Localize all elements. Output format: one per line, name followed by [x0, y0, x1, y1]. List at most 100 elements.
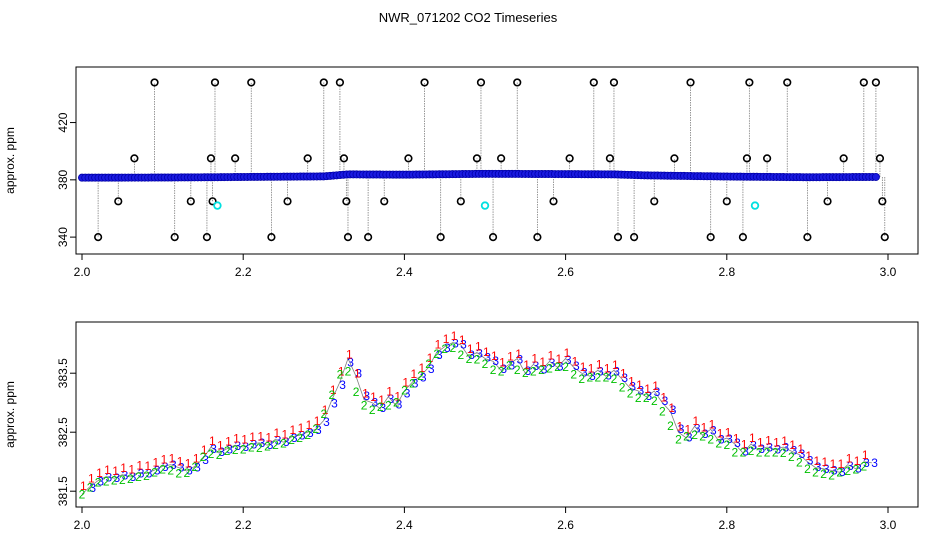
series-1-point: 1 [330, 383, 337, 397]
series-2-point: 2 [353, 385, 360, 399]
series-3-point: 3 [307, 426, 314, 440]
series-1-point: 1 [136, 459, 143, 473]
series-1-point: 1 [467, 342, 474, 356]
outlier-points [94, 78, 889, 242]
y-axis: 340 380 420 [56, 112, 76, 247]
series-1-point: 1 [596, 357, 603, 371]
series-3-point: 3 [396, 397, 403, 411]
series-2-point: 2 [466, 352, 473, 366]
series-2-point: 2 [369, 403, 376, 417]
series-1-point: 1 [709, 417, 716, 431]
series-3-point: 3 [871, 456, 878, 470]
outlier-point [364, 233, 373, 242]
series-1-point: 1 [217, 438, 224, 452]
spike-lines [97, 82, 886, 238]
series-3-point: 3 [742, 445, 749, 459]
series-3-point: 3 [807, 454, 814, 468]
outlier-point [380, 197, 389, 206]
series-1-point: 1 [281, 428, 288, 442]
series-2-point: 2 [659, 404, 666, 418]
series-1-point: 1 [177, 454, 184, 468]
plot-area: 12 312 312 312 312 312 312 312 312 312 312 312 312 31… [79, 329, 879, 501]
series-2-point: 2 [861, 459, 868, 473]
y-axis-label: approx. ppm [3, 381, 17, 448]
plot-frame [75, 321, 919, 508]
y-axis: 381.5 382.5 383.5 [56, 358, 76, 506]
series-2-point: 2 [764, 446, 771, 460]
series-2-point: 2 [151, 465, 158, 479]
series-3-point: 3 [371, 395, 378, 409]
series-3-point: 3 [758, 442, 765, 456]
x-tick-label: 2.2 [235, 265, 252, 279]
outlier-point [210, 78, 220, 87]
series-3-point: 3 [194, 460, 201, 474]
flagged-point [480, 201, 490, 210]
series-1-point: 1 [846, 452, 853, 466]
series-3-point: 3 [436, 348, 443, 362]
series-2-point: 2 [264, 439, 271, 453]
series-1-point: 1 [789, 438, 796, 452]
series-3-point: 3 [138, 466, 145, 480]
series-2-point: 2 [732, 446, 739, 460]
outlier-point [303, 154, 312, 163]
series-1-point: 1 [459, 333, 466, 347]
series-2-point: 2 [804, 462, 811, 476]
outlier-point [513, 78, 522, 87]
outlier-point [283, 197, 292, 206]
series-2-point: 2 [514, 363, 521, 377]
series-3-point: 3 [517, 353, 524, 367]
series-3-point: 3 [613, 364, 620, 378]
x-tick-label: 2.2 [235, 518, 252, 532]
series-2-point: 2 [522, 366, 529, 380]
series-1-point: 1 [741, 438, 748, 452]
series-1-point: 1 [830, 457, 837, 471]
series-3-point: 3 [549, 356, 556, 370]
series-1-point: 1 [628, 375, 635, 389]
series-2-point: 2 [417, 369, 424, 383]
x-tick-label: 2.0 [74, 518, 91, 532]
y-tick-label: 383.5 [56, 358, 70, 388]
series-2-point: 2 [578, 372, 585, 386]
series-3-point: 3 [388, 392, 395, 406]
series-2-point: 2 [216, 448, 223, 462]
series-3-point: 3 [774, 443, 781, 457]
series-2-point: 2 [772, 446, 779, 460]
series-3-point: 3 [670, 403, 677, 417]
series-3-point: 3 [97, 475, 104, 489]
series-1-point: 1 [652, 379, 659, 393]
outlier-point [267, 233, 276, 242]
series-3-point: 3 [251, 438, 258, 452]
series-3-point: 3 [783, 441, 790, 455]
series-2-point: 2 [175, 467, 182, 481]
series-1-point: 1 [298, 421, 305, 435]
series-1-point: 1 [644, 382, 651, 396]
x-tick-label: 2.4 [396, 518, 413, 532]
series-2-point: 2 [546, 362, 553, 376]
plot-frame [75, 66, 919, 255]
baseline-points [78, 169, 880, 182]
series-1-point: 1 [813, 454, 820, 468]
x-tick-label: 2.4 [396, 265, 413, 279]
series-3-point: 3 [452, 336, 459, 350]
series-3-point: 3 [694, 421, 701, 435]
series-1-point: 1 [153, 456, 160, 470]
series-3-point: 3 [130, 470, 137, 484]
series-1-point: 1 [354, 366, 361, 380]
series-1-point: 1 [620, 367, 627, 381]
series-2-point: 2 [812, 465, 819, 479]
series-3-point: 3 [629, 380, 636, 394]
series-1-point: 1 [394, 389, 401, 403]
outlier-point [742, 154, 752, 163]
series-1-point: 1 [797, 442, 804, 456]
series-2-point: 2 [304, 428, 311, 442]
x-axis: 2.0 2.2 2.4 2.6 2.8 3.0 [74, 254, 897, 279]
outlier-point [488, 233, 498, 242]
series-2-point: 2 [780, 446, 787, 460]
series-1-point: 1 [402, 376, 409, 390]
series-1-point: 1 [290, 423, 297, 437]
series-1-point: 1 [483, 345, 490, 359]
series-1-point: 1 [112, 464, 119, 478]
series-2-point: 2 [329, 388, 336, 402]
series-2-point: 2 [79, 487, 86, 501]
series-3-point: 3 [815, 460, 822, 474]
